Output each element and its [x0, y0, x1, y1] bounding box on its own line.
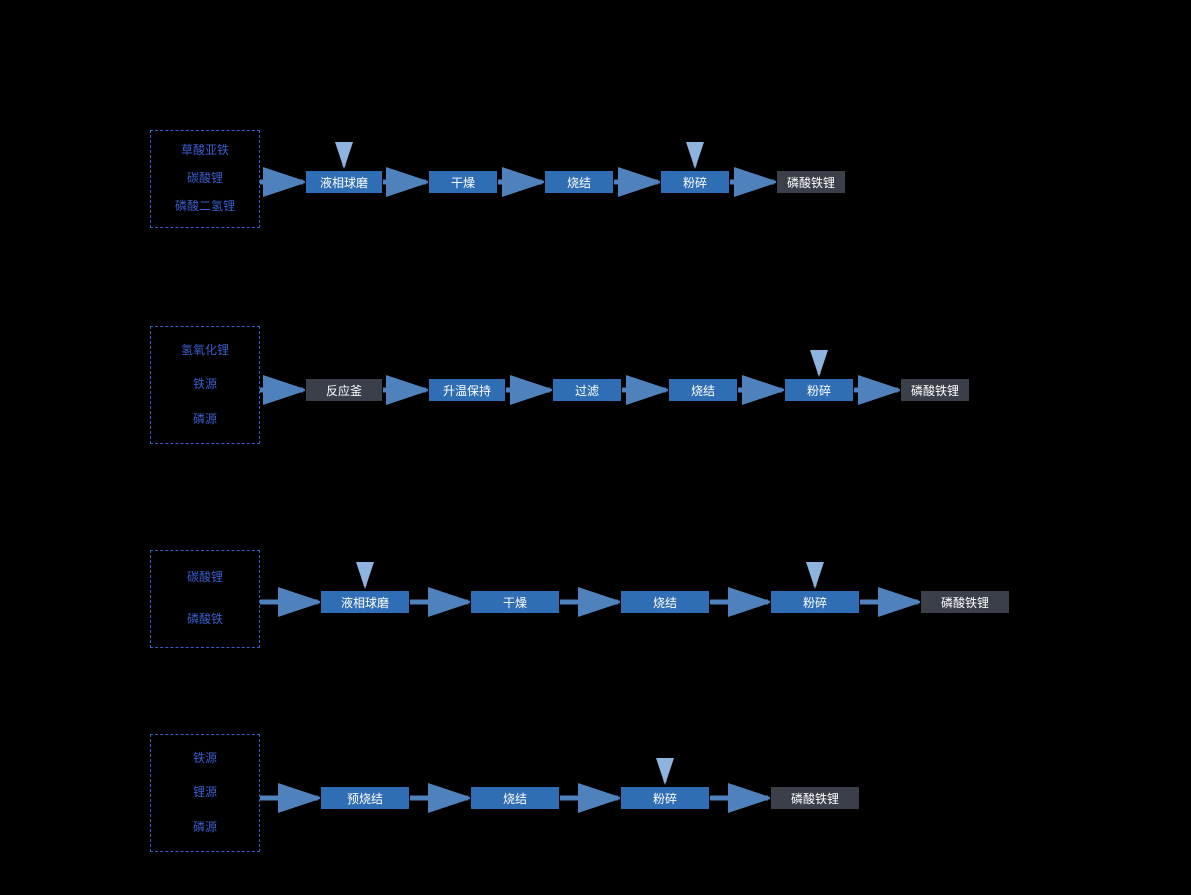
process-step: 烧结	[544, 170, 614, 194]
process-step: 磷酸铁锂	[900, 378, 970, 402]
input-material-label: 碳酸锂	[151, 568, 259, 587]
process-step-label: 磷酸铁锂	[941, 594, 989, 611]
process-step: 烧结	[668, 378, 738, 402]
process-step-label: 干燥	[451, 174, 475, 191]
input-material-label: 草酸亚铁	[151, 141, 259, 160]
input-material-label: 氢氧化锂	[151, 341, 259, 360]
input-material-label: 碳酸锂	[151, 169, 259, 188]
row-title: 水热法	[150, 296, 192, 316]
process-step: 液相球磨	[320, 590, 410, 614]
process-step-label: 干燥	[503, 594, 527, 611]
process-step: 磷酸铁锂	[920, 590, 1010, 614]
process-step: 干燥	[428, 170, 498, 194]
process-step: 过滤	[552, 378, 622, 402]
process-step-label: 粉碎	[653, 790, 677, 807]
process-step-label: 预烧结	[347, 790, 383, 807]
process-step: 磷酸铁锂	[776, 170, 846, 194]
process-step-label: 液相球磨	[341, 594, 389, 611]
input-material-label: 磷酸二氢锂	[151, 197, 259, 216]
process-step-label: 烧结	[567, 174, 591, 191]
process-step: 反应釜	[305, 378, 383, 402]
process-step-label: 升温保持	[443, 382, 491, 399]
process-step-label: 烧结	[503, 790, 527, 807]
process-step-label: 粉碎	[803, 594, 827, 611]
row-title: 磷酸铁路线	[150, 520, 220, 540]
process-step-label: 烧结	[653, 594, 677, 611]
flowchart-container: 草酸亚铁路线草酸亚铁碳酸锂磷酸二氢锂液相球磨干燥烧结粉碎磷酸铁锂碳源分级（见尾料…	[0, 0, 1191, 895]
process-step: 粉碎	[620, 786, 710, 810]
row-title: 碳热还原法	[150, 704, 220, 724]
input-materials-box: 铁源锂源磷源	[150, 734, 260, 852]
process-step-label: 磷酸铁锂	[787, 174, 835, 191]
process-step: 粉碎	[770, 590, 860, 614]
process-step: 烧结	[470, 786, 560, 810]
row-title: 草酸亚铁路线	[150, 100, 234, 120]
input-material-label: 铁源	[151, 749, 259, 768]
input-material-label: 磷酸铁	[151, 610, 259, 629]
input-material-label: 锂源	[151, 783, 259, 802]
arrow-note: 碳源	[373, 560, 395, 576]
input-material-label: 磷源	[151, 818, 259, 837]
process-step-label: 烧结	[691, 382, 715, 399]
process-step-label: 磷酸铁锂	[791, 790, 839, 807]
process-step: 预烧结	[320, 786, 410, 810]
input-materials-box: 碳酸锂磷酸铁	[150, 550, 260, 648]
input-materials-box: 草酸亚铁碳酸锂磷酸二氢锂	[150, 130, 260, 228]
process-step-label: 磷酸铁锂	[911, 382, 959, 399]
process-step: 液相球磨	[305, 170, 383, 194]
process-step-label: 液相球磨	[320, 174, 368, 191]
process-step: 升温保持	[428, 378, 506, 402]
process-step: 粉碎	[784, 378, 854, 402]
input-material-label: 磷源	[151, 410, 259, 429]
process-step: 磷酸铁锂	[770, 786, 860, 810]
process-step: 烧结	[620, 590, 710, 614]
input-material-label: 铁源	[151, 375, 259, 394]
process-step-label: 粉碎	[683, 174, 707, 191]
arrow-note: 碳源	[352, 140, 374, 156]
arrow-note: 分级（见尾料）	[827, 348, 904, 364]
arrow-note: 分级（见尾料）	[823, 560, 900, 576]
process-step-label: 过滤	[575, 382, 599, 399]
arrow-note: 分级（见尾料）	[703, 140, 780, 156]
arrow-note: 分级（见尾料）	[673, 756, 750, 772]
process-step-label: 反应釜	[326, 382, 362, 399]
process-step-label: 粉碎	[807, 382, 831, 399]
input-materials-box: 氢氧化锂铁源磷源	[150, 326, 260, 444]
process-step: 粉碎	[660, 170, 730, 194]
process-step: 干燥	[470, 590, 560, 614]
